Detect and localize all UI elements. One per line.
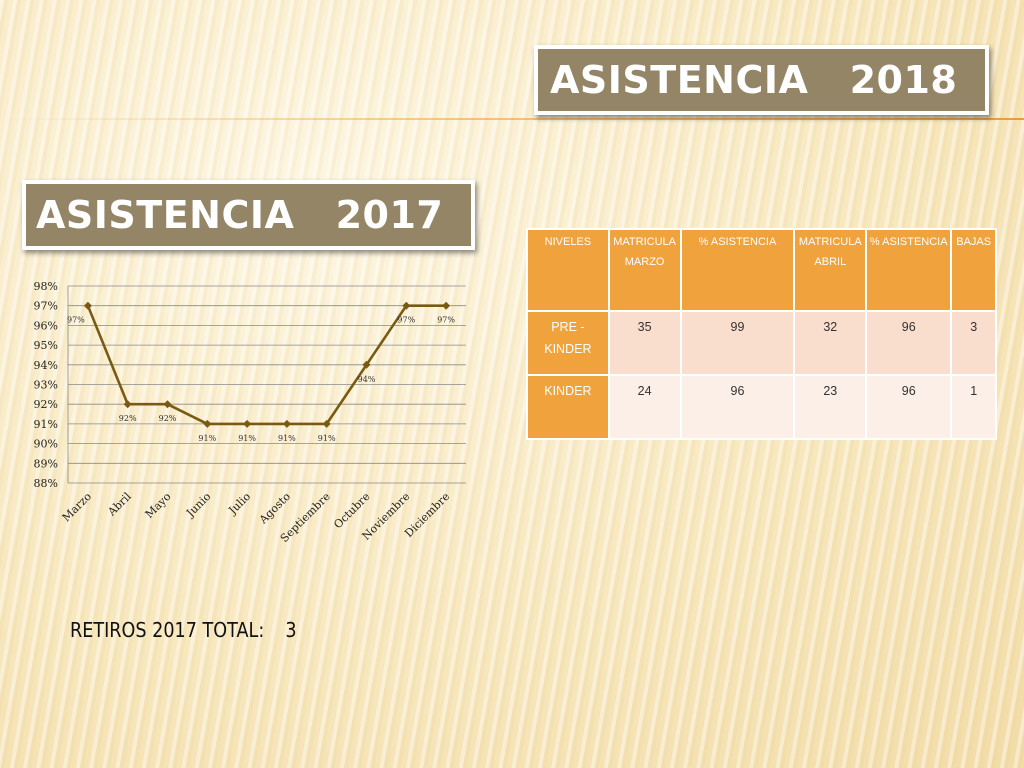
data-label: 91% [198, 434, 216, 443]
data-label: 94% [358, 375, 376, 384]
x-tick-label: Agosto [256, 490, 293, 527]
data-point [83, 301, 92, 310]
y-tick-label: 88% [34, 477, 58, 490]
series-line [86, 304, 447, 426]
y-tick-label: 92% [34, 398, 58, 411]
retiros-total: RETIROS 2017 TOTAL: 3 [70, 618, 297, 642]
data-point [282, 419, 291, 428]
cell-matricula-marzo: 24 [607, 374, 682, 440]
data-label: 91% [238, 434, 256, 443]
title-asistencia-2018: ASISTENCIA 2018 [534, 45, 989, 115]
cell-matricula-marzo: 35 [607, 310, 682, 376]
cell-asistencia-marzo: 96 [679, 374, 796, 440]
x-tick-label: Abril [105, 490, 135, 520]
data-label: 97% [437, 316, 455, 325]
x-tick-label: Julio [226, 490, 254, 518]
y-tick-label: 93% [34, 379, 58, 392]
x-tick-label: Junio [183, 490, 213, 520]
x-tick-label: Marzo [60, 490, 95, 525]
header-bajas: BAJAS [950, 228, 997, 312]
attendance-2018-table: NIVELES MATRICULA MARZO % ASISTENCIA MAT… [526, 228, 997, 440]
cell-matricula-abril: 23 [793, 374, 868, 440]
cell-asistencia-abril: 96 [865, 374, 953, 440]
data-label: 91% [278, 434, 296, 443]
data-label: 92% [159, 414, 177, 423]
cell-bajas: 3 [950, 310, 997, 376]
y-tick-label: 96% [34, 319, 58, 332]
data-label: 97% [397, 316, 415, 325]
data-point [362, 360, 371, 369]
cell-nivel: KINDER [526, 374, 610, 440]
data-point [402, 301, 411, 310]
retiros-label: RETIROS 2017 TOTAL: [70, 618, 265, 642]
retiros-value: 3 [285, 618, 297, 642]
x-tick-label: Mayo [143, 490, 174, 521]
cell-asistencia-marzo: 99 [679, 310, 796, 376]
title-asistencia-2017: ASISTENCIA 2017 [22, 180, 475, 250]
data-label: 91% [318, 434, 336, 443]
cell-nivel: PRE - KINDER [526, 310, 610, 376]
data-point [243, 419, 252, 428]
cell-bajas: 1 [950, 374, 997, 440]
y-tick-label: 89% [34, 457, 58, 470]
y-tick-label: 90% [34, 438, 58, 451]
header-rule [0, 118, 1024, 120]
attendance-line-chart: 98% 97% 96% 95% 94% 93% 92% 91% 90% 89% 88%Marzo Ab… [34, 280, 466, 545]
header-asistencia-marzo: % ASISTENCIA [679, 228, 796, 312]
data-point [163, 400, 172, 409]
y-tick-label: 97% [34, 300, 58, 313]
header-matricula-abril: MATRICULA ABRIL [793, 228, 868, 312]
header-matricula-marzo: MATRICULA MARZO [607, 228, 682, 312]
data-label: 97% [67, 316, 85, 325]
y-tick-label: 98% [34, 280, 58, 293]
y-tick-label: 91% [34, 418, 58, 431]
table-row: PRE - KINDER 35 99 32 96 3 [526, 310, 997, 376]
table-row: KINDER 24 96 23 96 1 [526, 374, 997, 440]
data-point [203, 419, 212, 428]
data-label: 92% [119, 414, 137, 423]
y-tick-label: 95% [34, 339, 58, 352]
cell-asistencia-abril: 96 [865, 310, 953, 376]
table-header-row: NIVELES MATRICULA MARZO % ASISTENCIA MAT… [526, 228, 997, 312]
data-point [123, 400, 132, 409]
data-point [442, 301, 451, 310]
y-tick-label: 94% [34, 359, 58, 372]
header-niveles: NIVELES [526, 228, 610, 312]
x-tick-label: Octubre [331, 490, 372, 531]
cell-matricula-abril: 32 [793, 310, 868, 376]
data-point [322, 419, 331, 428]
header-asistencia-abril: % ASISTENCIA [865, 228, 953, 312]
